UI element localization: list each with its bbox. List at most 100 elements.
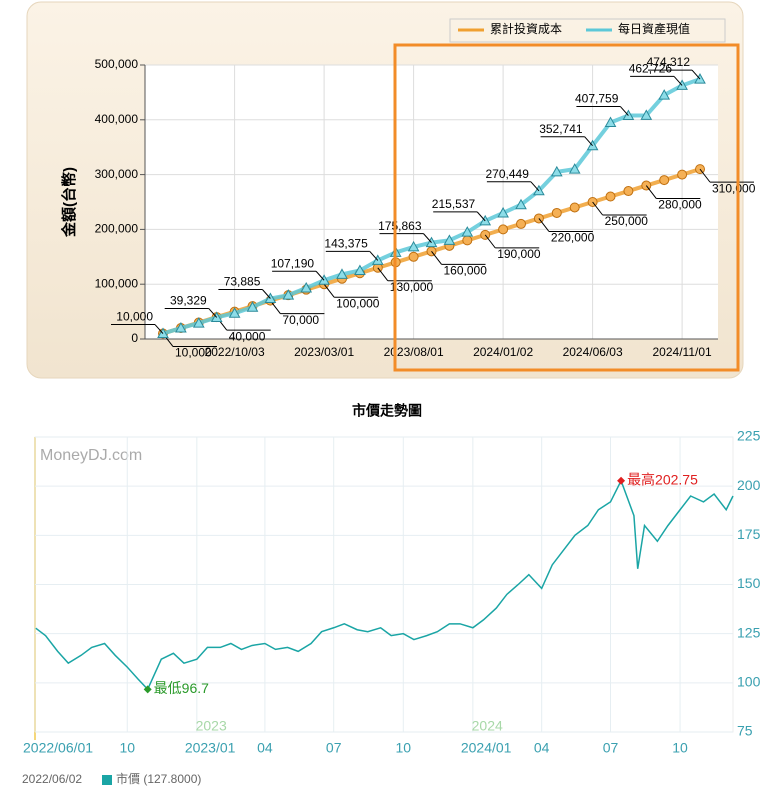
- label-leader: [530, 181, 540, 192]
- marker: [407, 240, 420, 252]
- chart-title: 市價走勢圖: [352, 403, 422, 419]
- x-tick-label: 2022/10/03: [205, 345, 265, 359]
- x-tick-label: 2024/11/01: [653, 345, 712, 359]
- label-leader: [592, 201, 603, 216]
- label-leader: [262, 289, 271, 299]
- data-label: 220,000: [551, 231, 595, 245]
- y-tick-label: 200,000: [95, 222, 139, 236]
- data-label: 310,000: [712, 181, 756, 195]
- label-leader: [620, 106, 629, 116]
- marker: [354, 264, 366, 275]
- data-label: 474,312: [647, 55, 691, 69]
- data-label: 130,000: [390, 280, 434, 294]
- data-label: 39,329: [170, 294, 207, 308]
- marker: [228, 307, 241, 318]
- marker: [462, 235, 473, 246]
- y-tick-label: 400,000: [95, 112, 139, 126]
- y-tick-label: 100,000: [95, 276, 139, 290]
- data-label: 40,000: [229, 329, 266, 343]
- annotation-label: 最高202.75: [627, 471, 698, 487]
- annotation-marker: [143, 685, 152, 694]
- legend-label: 每日資產現值: [618, 21, 690, 36]
- data-label: 100,000: [336, 296, 380, 310]
- x-tick-label: 04: [534, 740, 550, 756]
- marker: [623, 186, 634, 197]
- label-leader: [538, 218, 550, 232]
- data-label: 10,000: [116, 310, 153, 324]
- marker: [605, 191, 616, 202]
- footer-date: 2022/06/02: [22, 772, 82, 786]
- marker: [282, 289, 295, 300]
- marker: [192, 317, 205, 328]
- legend-box: [449, 18, 726, 43]
- x-tick-label: 10: [119, 740, 135, 756]
- marker: [461, 226, 474, 237]
- label-leader: [691, 69, 701, 80]
- data-label: 462,726: [629, 62, 673, 76]
- marker: [640, 109, 653, 120]
- x-tick-label: 07: [326, 740, 342, 756]
- x-tick-label: 2022/06/01: [23, 740, 93, 756]
- y-tick-label: 100: [737, 674, 761, 690]
- legend-label: 累計投資成本: [490, 21, 562, 36]
- label-leader: [476, 211, 486, 222]
- marker: [336, 268, 348, 279]
- marker: [246, 301, 259, 312]
- x-tick-label: 2024/01: [461, 740, 512, 756]
- y-tick-label: 500,000: [95, 57, 139, 71]
- marker: [659, 175, 670, 186]
- label-leader: [584, 136, 593, 147]
- x-tick-label: 2024/01/02: [473, 345, 533, 359]
- marker: [300, 282, 313, 293]
- annotation-marker: [617, 476, 626, 485]
- year-label: 2024: [472, 718, 503, 734]
- legend-swatch: [102, 775, 112, 785]
- top-chart: 0 100,000 200,000 300,000 400,000 500,000 2022…: [95, 18, 756, 360]
- highlight-box: [393, 43, 740, 372]
- y-tick-label: 175: [737, 526, 761, 542]
- data-label: 10,000: [175, 346, 212, 360]
- x-tick-label: 2023/01: [185, 740, 236, 756]
- label-leader: [423, 233, 432, 243]
- y-tick-label: 0: [131, 331, 138, 345]
- label-leader: [369, 251, 379, 261]
- label-leader: [208, 308, 218, 318]
- data-label: 270,449: [486, 167, 530, 181]
- marker: [175, 322, 187, 333]
- label-leader: [377, 267, 389, 282]
- marker: [516, 218, 526, 229]
- x-tick-label: 04: [257, 740, 273, 756]
- y-tick-label: 125: [737, 624, 761, 640]
- data-label: 280,000: [658, 198, 702, 212]
- price-line: [35, 478, 734, 691]
- data-label: 107,190: [271, 256, 315, 270]
- x-tick-label: 2024/06/03: [563, 345, 623, 359]
- data-label: 73,885: [224, 275, 261, 289]
- data-label: 250,000: [605, 214, 649, 228]
- label-leader: [484, 234, 496, 249]
- data-label: 407,759: [575, 92, 619, 106]
- marker: [498, 224, 509, 235]
- data-label: 215,537: [432, 197, 476, 211]
- data-label: 143,375: [324, 237, 368, 251]
- marker: [408, 251, 419, 262]
- label-leader: [154, 324, 164, 334]
- label-leader: [673, 76, 683, 86]
- marker: [443, 234, 456, 245]
- x-tick-label: 2023/08/01: [384, 345, 444, 359]
- marker: [550, 165, 563, 177]
- marker: [569, 202, 580, 213]
- y-tick-label: 150: [737, 575, 761, 591]
- marker: [568, 163, 581, 174]
- footer-text: 市價 (127.8000): [116, 771, 201, 786]
- marker: [497, 206, 509, 218]
- data-label: 190,000: [497, 247, 541, 261]
- y-tick-label: 225: [737, 428, 761, 444]
- data-label: 352,741: [539, 122, 583, 136]
- data-label: 175,863: [378, 219, 422, 233]
- label-leader: [323, 283, 335, 298]
- x-tick-label: 10: [395, 740, 411, 756]
- year-label: 2023: [196, 718, 227, 734]
- x-tick-label: 10: [672, 740, 688, 756]
